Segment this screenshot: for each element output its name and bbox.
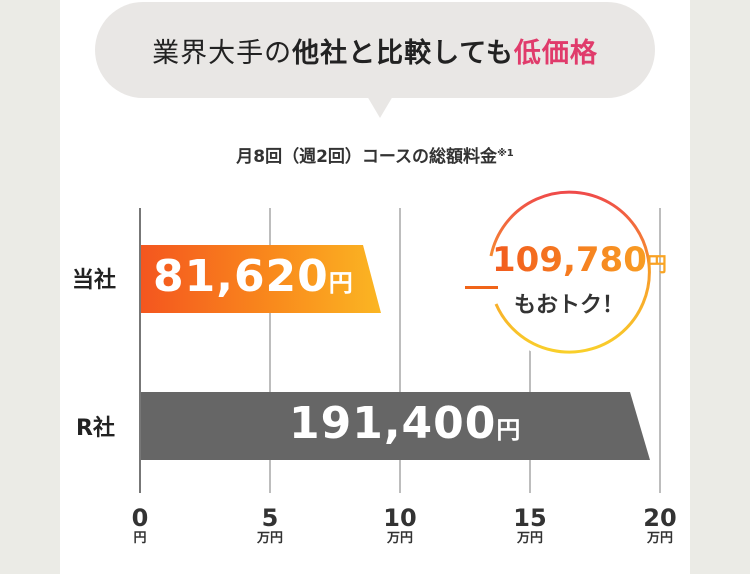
speech-bubble-tail <box>367 96 393 118</box>
chart-title: 月8回（週2回）コースの総額料金※1 <box>0 142 750 167</box>
category-label-ours: 当社 <box>72 268 117 293</box>
headline-prefix: 業界大手の <box>152 37 293 69</box>
gridline-20 <box>659 208 661 493</box>
bar-competitor: 191,400円 <box>141 392 650 460</box>
gridline-10 <box>399 208 401 493</box>
x-tick-10: 10 万円 <box>383 504 417 546</box>
footnote-marker: ※1 <box>497 148 514 159</box>
bar-competitor-value: 191,400円 <box>289 398 522 449</box>
bar-ours: 81,620円 <box>141 245 381 313</box>
x-tick-20: 20 万円 <box>643 504 677 546</box>
category-label-competitor: R社 <box>76 416 115 441</box>
chart-title-text: 月8回（週2回）コースの総額料金 <box>236 147 498 167</box>
savings-text: もおトク！ <box>513 293 624 318</box>
savings-dash <box>465 286 498 289</box>
x-tick-5: 5 万円 <box>256 504 283 546</box>
headline-highlight: 低価格 <box>513 37 598 69</box>
headline-middle: 他社と比較しても <box>292 37 514 69</box>
savings-badge <box>482 186 656 360</box>
headline: 業界大手の 他社と比較しても 低価格 <box>95 2 655 98</box>
savings-ring-icon <box>489 190 651 354</box>
speech-bubble <box>95 2 655 98</box>
savings-amount: 109,780円 <box>492 240 667 280</box>
x-tick-15: 15 万円 <box>513 504 547 546</box>
axis-line-0 <box>139 208 141 493</box>
bar-ours-value: 81,620円 <box>153 251 354 302</box>
gridline-5 <box>269 208 271 493</box>
